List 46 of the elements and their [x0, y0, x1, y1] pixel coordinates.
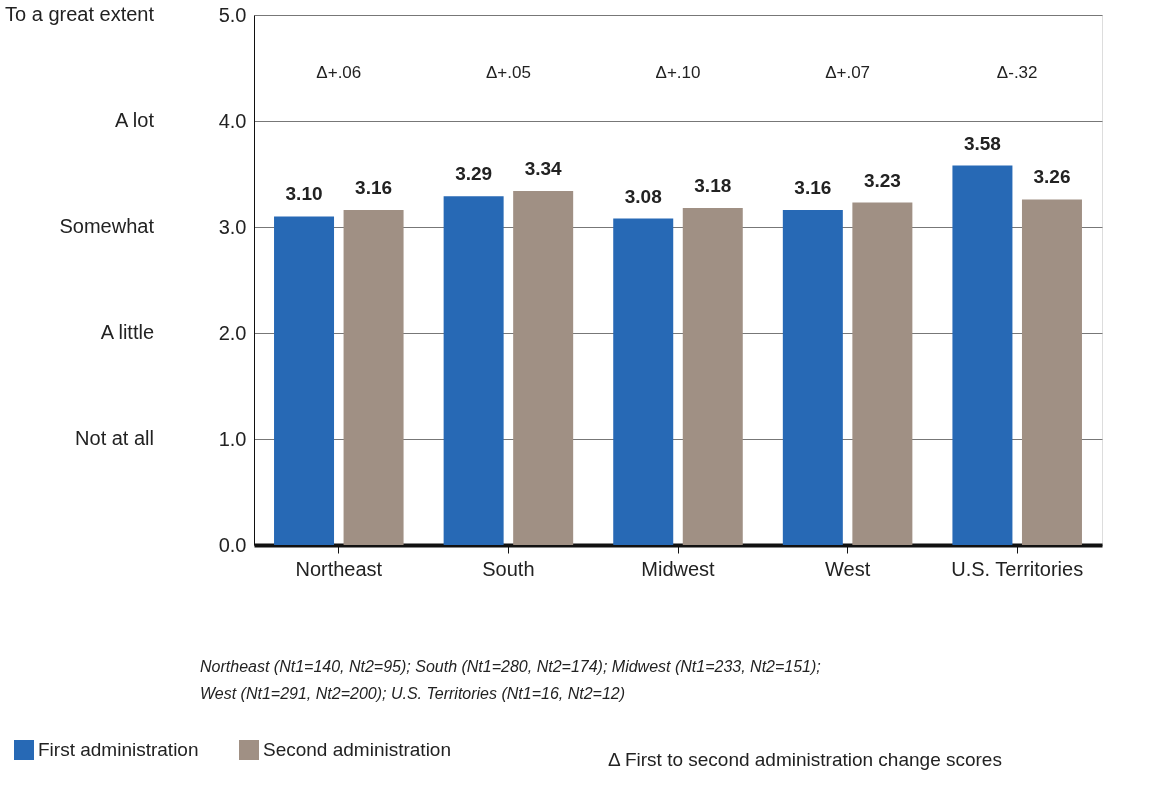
- data-label: 3.23: [863, 169, 901, 191]
- bar: [274, 216, 335, 545]
- bar: [952, 165, 1013, 545]
- text: West (Nt1=291, Nt2=200); U.S. Territories (Nt1=16, Nt2=12): [200, 685, 626, 702]
- annotation: Δ-.32: [996, 63, 1038, 83]
- text: To a great extent: [5, 3, 155, 25]
- data-label: 3.16: [355, 177, 393, 199]
- text: A little: [100, 321, 154, 343]
- data-label: 3.29: [455, 163, 493, 185]
- y-tick-label: 1.0: [218, 427, 247, 450]
- bar: [782, 210, 843, 545]
- bar: [852, 202, 913, 545]
- bar: [1021, 199, 1082, 545]
- x-tick-label: U.S. Territories: [951, 557, 1084, 580]
- bar: [613, 218, 674, 545]
- legend-label: First administration: [38, 739, 199, 760]
- data-label: 3.16: [794, 177, 832, 199]
- data-label: 3.58: [963, 132, 1001, 154]
- y-tick-label: 3.0: [218, 215, 247, 238]
- x-tick-label: Midwest: [641, 557, 716, 580]
- y-tick-label: 4.0: [218, 109, 247, 132]
- legend-label: Second administration: [263, 739, 451, 760]
- x-tick-label: West: [825, 557, 871, 580]
- x-tick-label: South: [482, 557, 535, 580]
- y-tick-label: 5.0: [218, 3, 247, 26]
- annotation: Δ+.05: [485, 63, 531, 83]
- data-label: 3.10: [285, 183, 323, 205]
- annotation: Δ+.07: [825, 63, 871, 83]
- text: Northeast (Nt1=140, Nt2=95); South (Nt1=280, Nt2=174); Midwest (Nt1=233, Nt2=151);: [200, 658, 821, 675]
- annotation: Δ+.10: [655, 63, 701, 83]
- bar: [682, 207, 743, 545]
- data-label: 3.18: [694, 174, 732, 196]
- bar: [443, 196, 504, 545]
- data-label: 3.26: [1033, 166, 1071, 188]
- data-label: 3.08: [624, 185, 662, 207]
- y-tick-label: 0.0: [218, 533, 247, 556]
- bar: [343, 210, 404, 545]
- y-tick-label: 2.0: [218, 321, 247, 344]
- text: Somewhat: [59, 215, 155, 237]
- text: A lot: [115, 109, 155, 131]
- text: Not at all: [75, 427, 154, 449]
- text: Δ First to second administration change scores: [608, 749, 1002, 770]
- annotation: Δ+.06: [316, 63, 362, 83]
- x-tick-label: Northeast: [295, 557, 383, 580]
- bar: [513, 190, 574, 545]
- data-label: 3.34: [524, 157, 563, 179]
